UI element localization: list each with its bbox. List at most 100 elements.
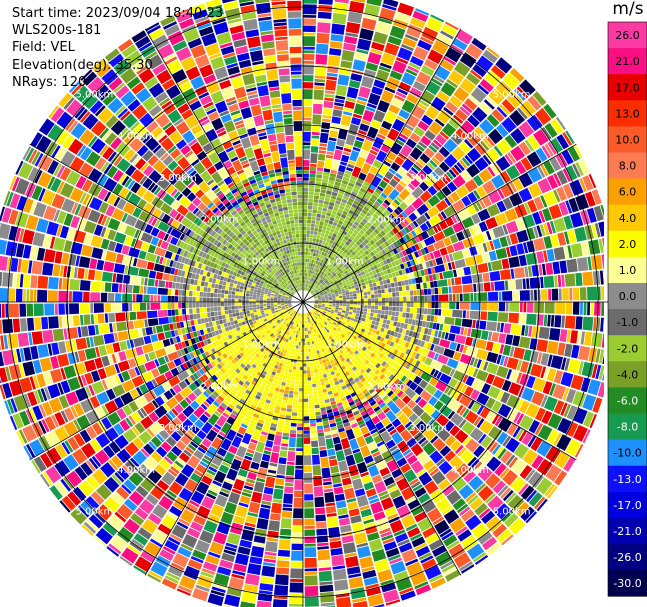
velocity-bin [582, 316, 594, 331]
velocity-bin [374, 309, 378, 314]
velocity-bin [304, 547, 317, 558]
velocity-bin [317, 265, 321, 270]
velocity-bin [313, 100, 323, 104]
velocity-bin [494, 280, 505, 291]
velocity-bin [321, 251, 325, 256]
velocity-bin [554, 315, 562, 328]
velocity-bin [374, 290, 378, 294]
velocity-bin [316, 32, 330, 44]
velocity-bin [345, 97, 356, 103]
velocity-bin [309, 259, 312, 263]
velocity-bin [331, 23, 346, 35]
velocity-bin [303, 149, 311, 160]
velocity-bin [356, 307, 361, 311]
velocity-bin [381, 310, 385, 315]
velocity-bin [298, 395, 303, 399]
velocity-bin [326, 238, 331, 243]
velocity-bin [314, 268, 318, 272]
velocity-bin [339, 299, 343, 302]
velocity-bin [313, 267, 316, 272]
velocity-bin [291, 373, 296, 377]
velocity-bin [347, 163, 355, 169]
velocity-bin [314, 192, 320, 196]
velocity-bin [375, 21, 392, 35]
velocity-bin [318, 560, 331, 568]
velocity-bin [307, 373, 311, 378]
velocity-bin [311, 278, 314, 282]
velocity-bin [385, 306, 389, 311]
velocity-bin [375, 69, 390, 83]
velocity-bin [508, 312, 519, 324]
ray-4 [305, 0, 382, 291]
velocity-bin [389, 70, 403, 81]
velocity-bin [410, 302, 414, 308]
velocity-bin [430, 288, 435, 295]
velocity-bin [456, 302, 460, 310]
velocity-bin [303, 373, 307, 378]
velocity-bin [519, 290, 530, 301]
velocity-bin [319, 584, 334, 593]
velocity-bin [303, 426, 310, 431]
velocity-bin [341, 49, 355, 62]
velocity-bin [305, 258, 308, 263]
velocity-bin [342, 297, 347, 300]
velocity-bin [523, 302, 527, 313]
velocity-bin [417, 302, 421, 308]
velocity-bin [346, 304, 350, 307]
velocity-bin [534, 289, 537, 301]
velocity-bin [378, 293, 382, 298]
velocity-bin [315, 242, 319, 247]
velocity-bin [329, 41, 343, 49]
velocity-bin [303, 166, 310, 170]
velocity-bin [454, 318, 462, 326]
velocity-bin [364, 302, 368, 305]
velocity-bin [353, 103, 366, 116]
velocity-bin [502, 291, 513, 301]
velocity-bin [314, 256, 318, 261]
velocity-bin [357, 96, 368, 102]
velocity-bin [405, 312, 410, 319]
velocity-bin [329, 239, 334, 244]
velocity-bin [413, 307, 417, 314]
velocity-bin [316, 268, 320, 273]
velocity-bin [320, 185, 327, 190]
velocity-bin [370, 48, 383, 55]
velocity-bin [398, 312, 403, 317]
velocity-bin [300, 363, 303, 367]
velocity-bin [314, 75, 326, 79]
velocity-bin [316, 528, 328, 536]
velocity-bin [348, 197, 355, 203]
velocity-bin [410, 55, 424, 67]
velocity-bin [424, 295, 428, 302]
velocity-bin [286, 379, 291, 384]
velocity-bin [505, 302, 509, 312]
velocity-bin [307, 209, 313, 213]
velocity-bin [298, 345, 301, 349]
velocity-bin [309, 237, 313, 242]
velocity-bin [558, 288, 562, 301]
velocity-bin [551, 288, 559, 301]
velocity-bin [335, 226, 340, 232]
velocity-bin [303, 121, 312, 132]
velocity-bin [381, 306, 386, 311]
velocity-bin [312, 213, 317, 217]
velocity-bin [327, 223, 332, 228]
velocity-bin [285, 465, 295, 476]
velocity-bin [303, 131, 311, 142]
velocity-bin [327, 208, 333, 214]
velocity-bin [317, 160, 325, 168]
velocity-bin [307, 276, 310, 281]
velocity-bin [481, 302, 488, 311]
velocity-bin [313, 234, 317, 239]
velocity-bin [314, 188, 321, 193]
velocity-bin [311, 440, 319, 448]
velocity-bin [306, 356, 309, 360]
velocity-bin [304, 287, 306, 291]
velocity-bin [356, 99, 367, 106]
velocity-bin [442, 324, 451, 333]
velocity-bin [357, 304, 361, 308]
velocity-bin [309, 355, 312, 360]
velocity-bin [349, 150, 360, 162]
velocity-bin [395, 286, 399, 292]
velocity-bin [287, 372, 292, 377]
